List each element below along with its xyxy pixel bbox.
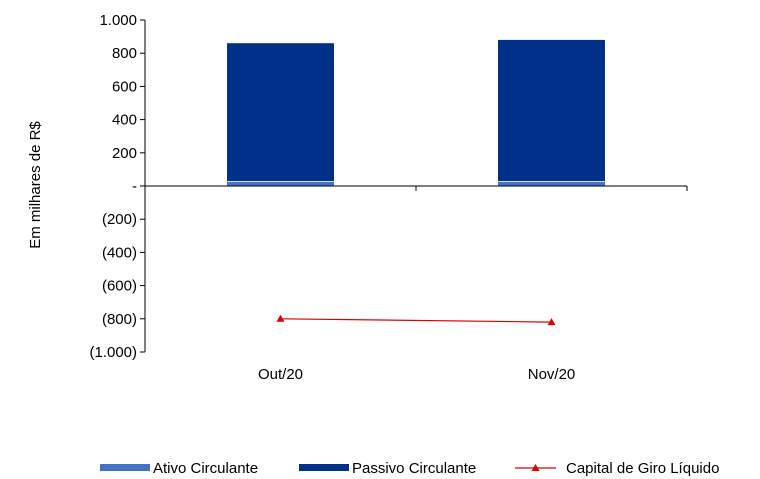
y-tick-label: 600 [112,78,137,95]
plot-area: 1.000 800 600 400 200 - (200) (400) (600) (800) (1… [89,12,688,383]
bar-ativo-circulante-nov-20 [498,181,605,186]
y-tick-label: 200 [112,145,137,162]
y-tick-label: 800 [112,45,137,62]
y-tick-label: 400 [112,112,137,129]
y-tick-label: - [132,178,137,195]
x-tick-label: Nov/20 [528,366,576,383]
legend-swatch-ativo [100,464,150,471]
legend-swatch-passivo [299,464,349,471]
bar-passivo-circulante-out-20 [227,43,334,182]
point-capital-de-giro-out-20 [276,314,285,322]
y-tick-label: 1.000 [99,12,137,29]
legend-label-ativo: Ativo Circulante [153,460,258,477]
legend: Ativo Circulante Passivo Circulante Capi… [100,460,719,477]
y-tick-label: (400) [102,244,137,261]
point-capital-de-giro-nov-20 [547,318,556,326]
y-tick-label: (200) [102,211,137,228]
y-tick-label: (800) [102,311,137,328]
x-tick-label: Out/20 [258,366,303,383]
y-tick-label: (600) [102,278,137,295]
y-axis-label: Em milhares de R$ [27,121,44,249]
y-tick-label: (1.000) [89,344,137,361]
line-capital-de-giro [280,318,552,323]
bar-passivo-circulante-nov-20 [498,39,605,182]
legend-label-passivo: Passivo Circulante [352,460,476,477]
legend-marker-capital [531,464,540,471]
bar-ativo-circulante-out-20 [227,181,334,186]
legend-label-capital: Capital de Giro Líquido [566,460,719,477]
